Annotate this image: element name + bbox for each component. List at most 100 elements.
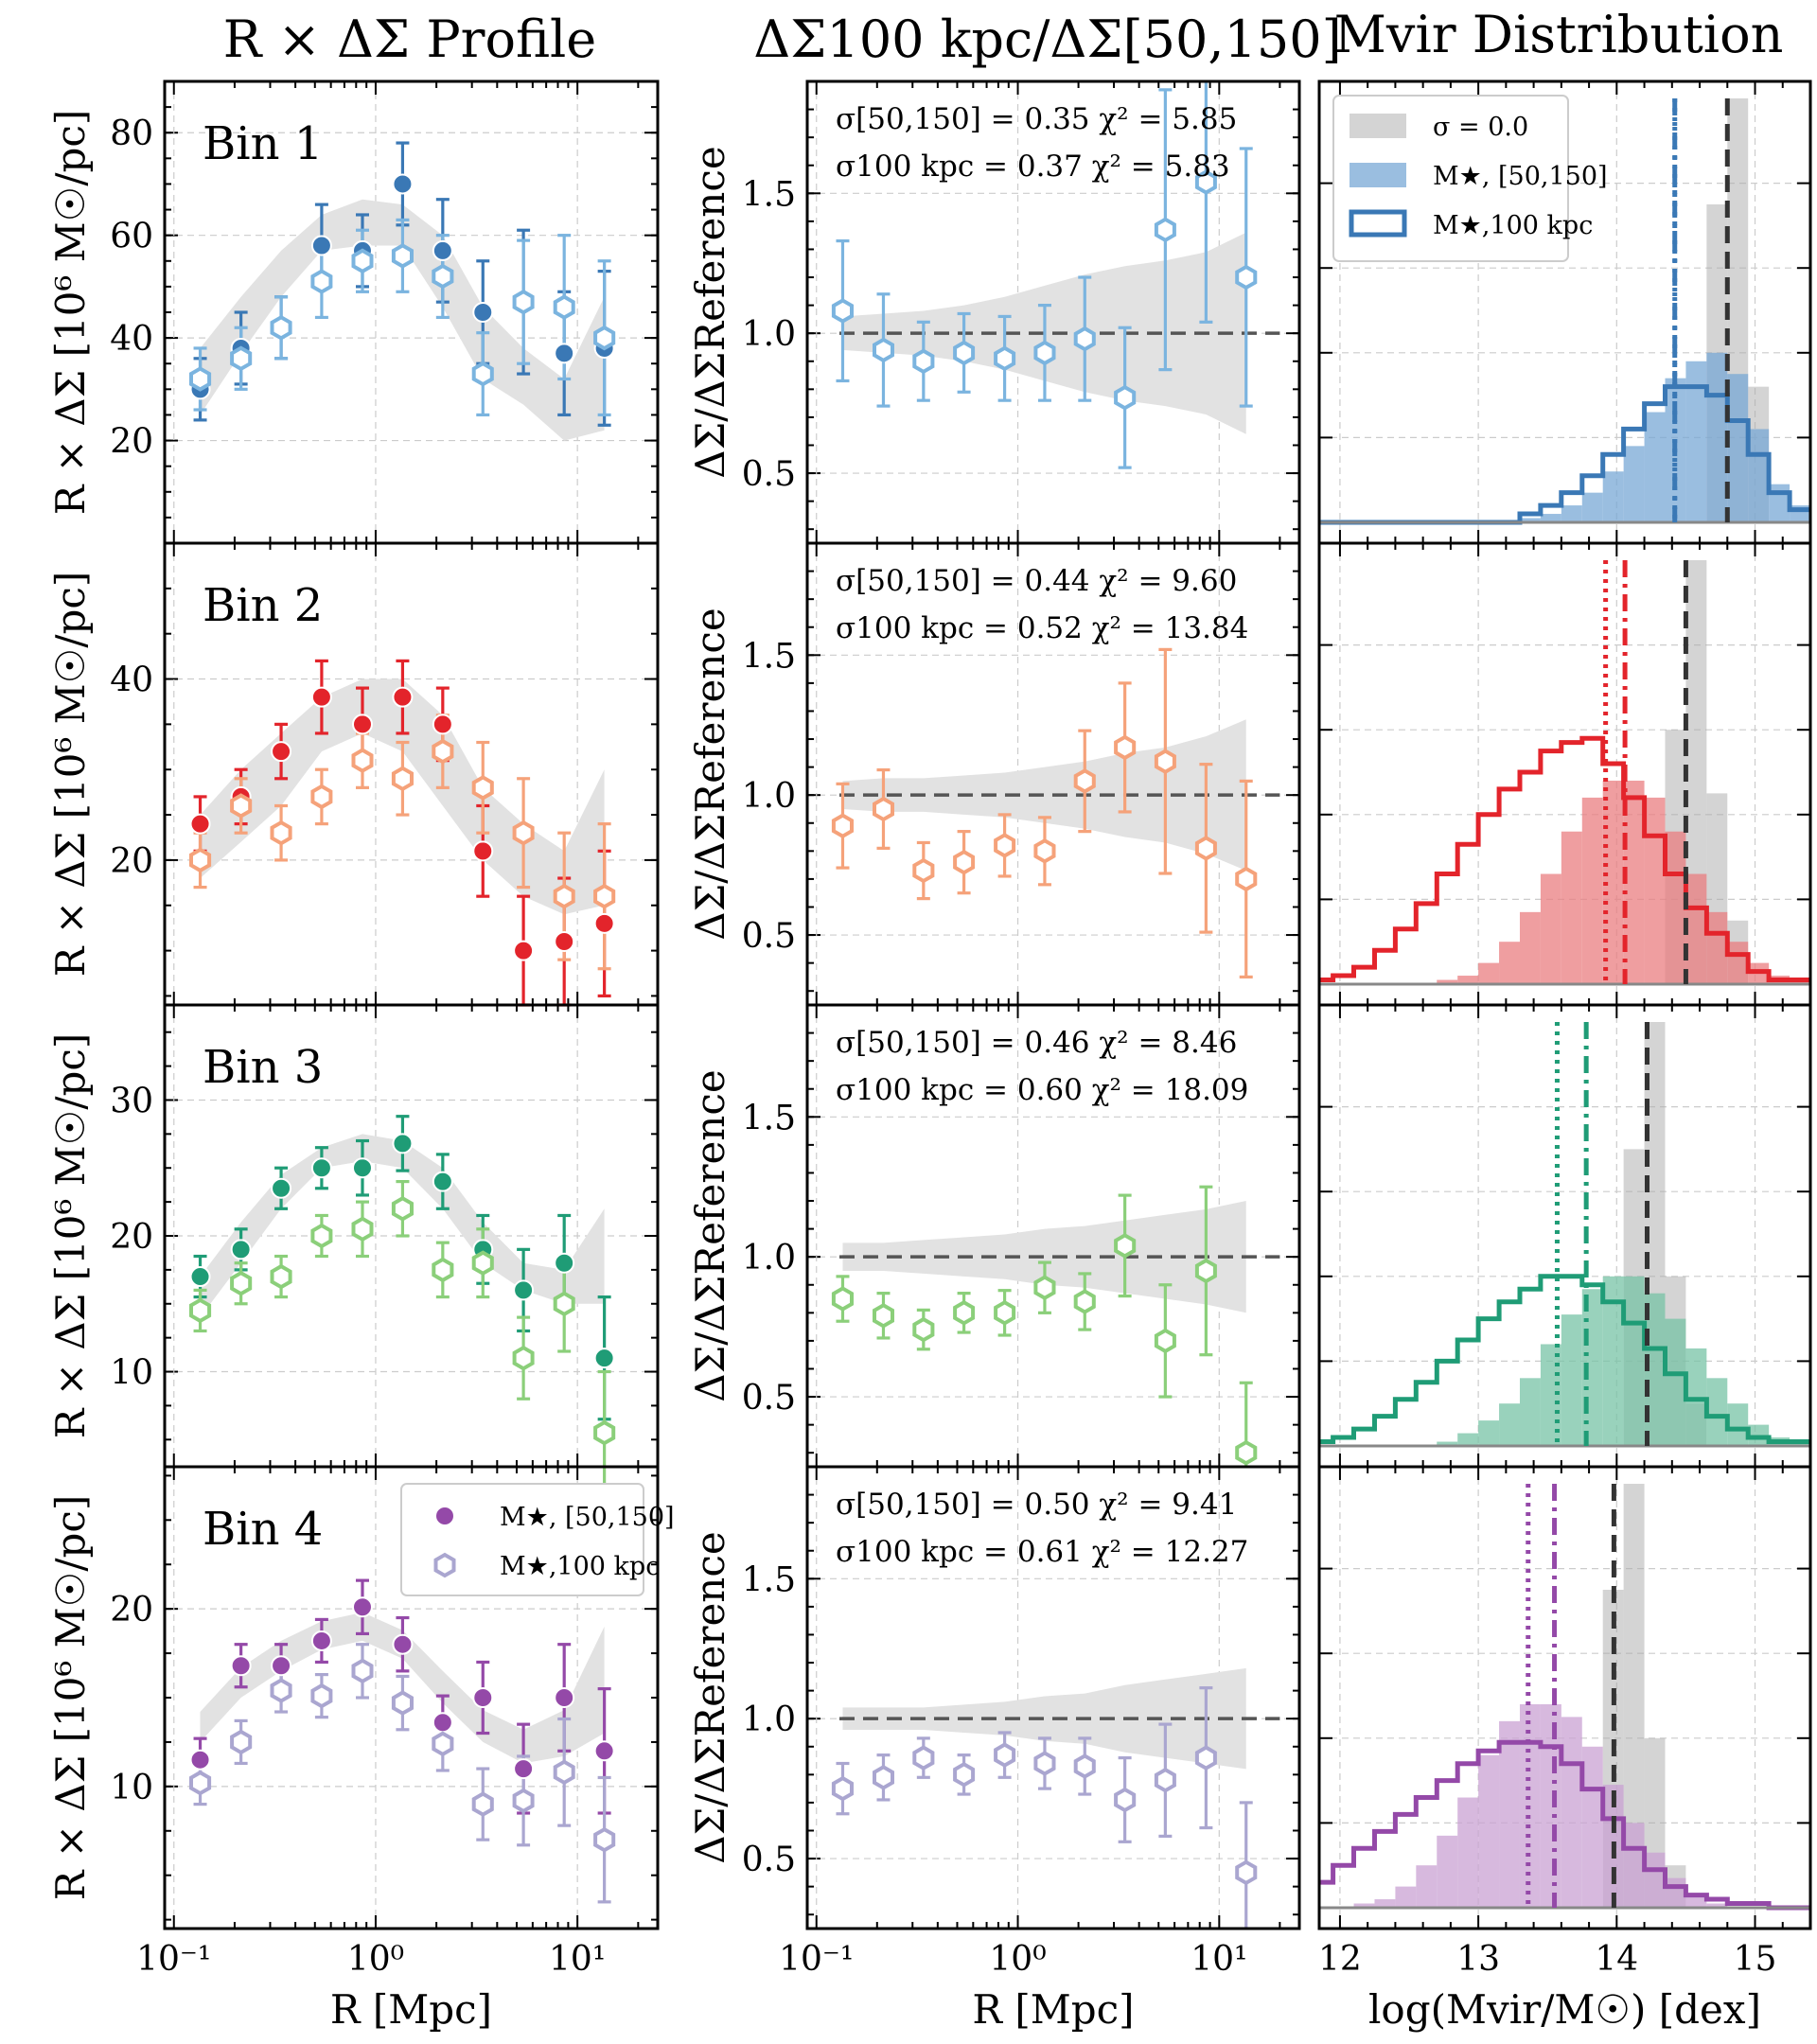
ratio-hexagon-point [1073,768,1096,794]
ratio-y-tick-label: 1.5 [742,1560,796,1599]
filled-point [310,1157,332,1179]
filled-point [189,813,211,835]
open-hexagon-point [432,1257,454,1283]
ratio-hexagon-point [873,1764,894,1790]
open-hexagon-point [391,1195,414,1222]
ratio-hexagon-point [953,1761,976,1788]
filled-hist-bar [1706,1903,1728,1908]
ratio-points [831,647,1258,979]
filled-hist-bar [1540,1703,1561,1908]
filled-hist-bar [1644,1293,1666,1446]
profile-x-tick-label: 10⁻¹ [136,1940,211,1979]
model-band [200,678,605,915]
filled-hist-bar [1353,1903,1375,1908]
open-hexagon-point [310,1683,333,1709]
bin-label: Bin 3 [203,1041,323,1094]
ratio-hexagon-point [1073,1289,1096,1314]
open-hexagon-point [230,1729,253,1755]
ratio-hexagon-point [1033,340,1056,366]
ratio-x-tick-label: 10⁰ [989,1940,1046,1979]
ratio-y-axis-label: ΔΣ/ΔΣReference [687,1069,733,1401]
open-hexagon-point [270,819,292,846]
open-hexagon-point [391,1690,414,1716]
ratio-y-tick-label: 1.5 [742,637,796,676]
filled-hist-bar [1457,1797,1479,1908]
open-hexagon-point [512,289,535,315]
filled-point [310,1630,332,1651]
ratio-hexagon-point [1073,1753,1096,1779]
ratio-y-axis-label: ΔΣ/ΔΣReference [687,1531,733,1863]
filled-hist-bar [1623,1823,1645,1908]
mvir-histograms [1319,1022,1810,1448]
ratio-hexagon-point [1033,1275,1056,1301]
ratio-hexagon-point [912,857,935,884]
mvir-panel-bin-4: 12 13 14 15 [1317,1465,1812,1979]
ratio-y-tick-label: 1.5 [742,175,796,214]
ratio-y-tick-label: 0.5 [742,1841,796,1879]
filled-hist-bar [1727,374,1749,522]
filled-point [593,1740,615,1762]
ratio-hexagon-point [1235,264,1258,291]
model-band [200,1612,605,1764]
ratio-hexagon-point [873,337,894,363]
filled-point [432,714,453,735]
ratio-y-tick-label: 1.0 [742,777,796,816]
mvir-panel-bin-3 [1317,1003,1812,1469]
ratio-points [831,1686,1258,1929]
filled-hist-bar [1374,1899,1396,1908]
filled-point [432,1171,453,1192]
filled-point [310,235,332,256]
ratio-y-axis-label: ΔΣ/ΔΣReference [687,608,733,940]
ratio-y-axis-label: ΔΣ/ΔΣReference [687,146,733,478]
ratio-hexagon-point [873,1302,894,1329]
open-hexagon-point [189,1297,212,1324]
column-title-mvir: Mvir Distribution [1334,5,1784,64]
mvir-histograms [1319,560,1810,986]
ratio-x-tick-label: 10¹ [1191,1940,1247,1979]
ratio-hexagon-point [831,813,854,839]
filled-hist-bar [1706,352,1728,522]
ratio-hexagon-point [1154,217,1176,243]
filled-point [271,741,292,763]
profile-panel-bin-4: 10 20 10⁻¹ 10⁰ 10¹ Bin 4 R × ΔΣ [10⁶ M☉/pc] M★,… [47,1465,675,1979]
filled-hist-bar [1602,1276,1624,1446]
bin-label: Bin 1 [203,117,323,170]
filled-point [392,686,414,708]
open-hexagon-point [351,248,374,274]
filled-point [310,686,332,708]
filled-point [513,940,535,961]
open-hexagon-point [593,1826,616,1853]
filled-hist-bar [1602,780,1624,984]
legend-open-marker [433,1552,456,1578]
ratio-hexagon-point [1154,1767,1176,1793]
filled-point [472,840,494,862]
filled-hist-bar [1540,514,1561,522]
ratio-annotation-sigma-100kpc: σ100 kpc = 0.37 χ² = 5.83 [836,150,1230,184]
open-hexagon-point [351,1658,374,1684]
legend-step-swatch [1349,209,1407,238]
filled-hist-bar [1499,1720,1520,1908]
filled-hist-bar [1478,1420,1500,1446]
ratio-annotation-sigma-50-150: σ[50,150] = 0.35 χ² = 5.85 [836,102,1237,136]
ratio-hexagon-point [1033,1751,1056,1776]
open-hexagon-point [512,1788,535,1814]
ratio-hexagon-point [1154,1328,1176,1354]
mvir-legend: σ = 0.0 M★, [50,150] M★,100 kpc [1332,95,1608,262]
filled-hist-bar [1644,797,1666,984]
open-hexagon-point [593,325,616,351]
ratio-hexagon-point [1194,1745,1217,1771]
open-hexagon-point [471,1250,494,1277]
legend-reference-label: σ = 0.0 [1433,113,1528,142]
ratio-hexagon-point [831,1286,854,1312]
ratio-y-tick-label: 0.5 [742,455,796,494]
ratio-hexagon-point [1235,866,1258,892]
open-hexagon-point [230,793,253,819]
legend-open-label: M★,100 kpc [500,1552,660,1581]
open-hexagon-point [189,1770,212,1796]
filled-point [554,931,575,953]
ratio-annotation-sigma-100kpc: σ100 kpc = 0.60 χ² = 18.09 [836,1073,1248,1107]
open-hexagon-point [512,819,535,846]
filled-point [351,1157,373,1179]
filled-hist-bar [1623,1276,1645,1446]
filled-hist-bar [1519,911,1541,984]
